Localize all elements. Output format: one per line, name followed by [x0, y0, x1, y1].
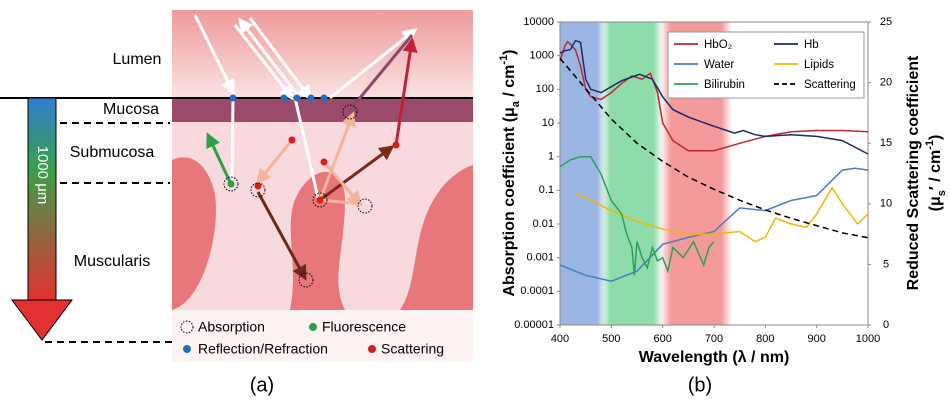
y2-tick-label: 10 [880, 198, 892, 210]
x-axis-label: Wavelength (λ / nm) [639, 349, 790, 366]
x-tick-label: 700 [705, 333, 723, 345]
x-tick-label: 600 [653, 333, 671, 345]
series-line [559, 155, 715, 276]
band [601, 22, 663, 325]
y-tick-label: 0.00001 [514, 319, 554, 331]
light-arrows [193, 14, 418, 288]
legend-box [667, 31, 865, 99]
y-tick-label: 0.01 [533, 218, 554, 230]
x-tick-label: 500 [602, 333, 620, 345]
series-line [575, 186, 869, 243]
layer-label: Muscularis [74, 253, 150, 270]
layer-label: Submucosa [70, 144, 155, 161]
layer-label: Lumen [113, 51, 162, 68]
legend-label: Bilirubin [704, 79, 745, 91]
series-line [559, 167, 869, 282]
y2-tick-label: 5 [883, 258, 889, 270]
y-axis-label: Absorption coefficient (μa / cm-1) [498, 49, 522, 296]
x-tick-label: 400 [551, 333, 569, 345]
y-tick-label: 10000 [523, 16, 554, 28]
legend-label: Hb [804, 39, 819, 51]
y-tick-label: 0.0001 [520, 285, 554, 297]
y2-axis-label: (μs′ / cm-1) [924, 135, 948, 212]
legend-label: Scattering [804, 79, 856, 91]
legend-label: HbO₂ [704, 39, 732, 51]
y2-axis-label: Reduced Scattering coefficient [905, 55, 922, 290]
legend-label: Water [704, 59, 734, 71]
y2-tick-label: 20 [880, 77, 892, 89]
legend-label: Absorption [198, 319, 265, 335]
legend-label: Fluorescence [322, 319, 406, 335]
y2-tick-label: 0 [883, 319, 889, 331]
series-line [559, 57, 869, 239]
series-line [559, 39, 869, 155]
y2-tick-label: 25 [880, 16, 892, 28]
x-tick-label: 1000 [856, 333, 880, 345]
legend-label: Lipids [804, 59, 834, 71]
y-tick-label: 10 [542, 117, 554, 129]
y-tick-label: 100 [536, 83, 554, 95]
panel-label: (a) [250, 374, 274, 396]
depth-label: 1000 μm [34, 146, 51, 205]
chart: (b) Wavelength (λ / nm) Absorption coeff… [498, 49, 948, 396]
x-tick-label: 800 [756, 333, 774, 345]
y-tick-label: 0.1 [539, 184, 554, 196]
diagram-legend: Absorption Fluorescence Reflection/Refra… [172, 310, 473, 362]
y2-tick-label: 15 [880, 137, 892, 149]
y-tick-label: 1 [548, 151, 554, 163]
y-tick-label: 0.001 [526, 252, 554, 264]
y-tick-label: 1000 [530, 50, 554, 62]
legend-label: Reflection/Refraction [198, 341, 328, 357]
panel-label: (b) [688, 374, 712, 396]
x-tick-label: 900 [807, 333, 825, 345]
depth-scale: 1000 μm [11, 97, 172, 343]
legend-label: Scattering [381, 341, 444, 357]
layer-label: Mucosa [103, 101, 159, 118]
